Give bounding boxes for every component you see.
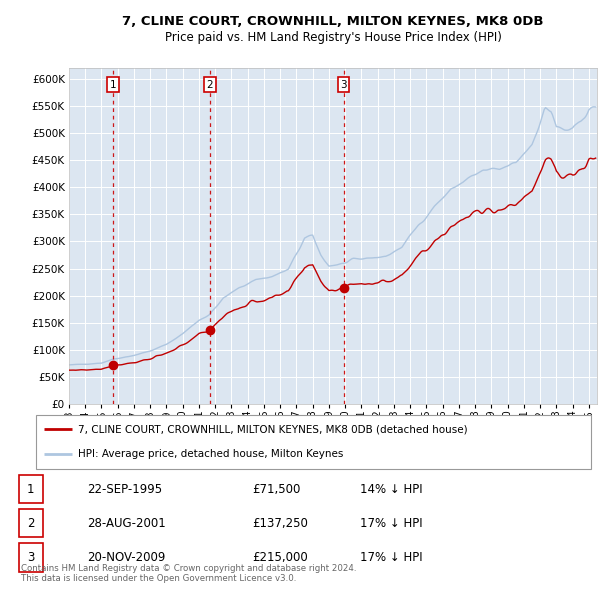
Text: £215,000: £215,000: [252, 551, 308, 564]
Text: Contains HM Land Registry data © Crown copyright and database right 2024.
This d: Contains HM Land Registry data © Crown c…: [21, 563, 356, 583]
Text: 1: 1: [110, 80, 116, 90]
Text: Price paid vs. HM Land Registry's House Price Index (HPI): Price paid vs. HM Land Registry's House …: [164, 31, 502, 44]
Text: 2: 2: [206, 80, 213, 90]
Text: 20-NOV-2009: 20-NOV-2009: [87, 551, 166, 564]
Text: £137,250: £137,250: [252, 517, 308, 530]
Text: 7, CLINE COURT, CROWNHILL, MILTON KEYNES, MK8 0DB: 7, CLINE COURT, CROWNHILL, MILTON KEYNES…: [122, 15, 544, 28]
Text: £71,500: £71,500: [252, 483, 301, 496]
Text: 7, CLINE COURT, CROWNHILL, MILTON KEYNES, MK8 0DB (detached house): 7, CLINE COURT, CROWNHILL, MILTON KEYNES…: [77, 424, 467, 434]
Text: 1: 1: [27, 483, 35, 496]
Text: 17% ↓ HPI: 17% ↓ HPI: [360, 551, 422, 564]
Text: 14% ↓ HPI: 14% ↓ HPI: [360, 483, 422, 496]
Text: 2: 2: [27, 517, 35, 530]
Text: 28-AUG-2001: 28-AUG-2001: [87, 517, 166, 530]
Text: 17% ↓ HPI: 17% ↓ HPI: [360, 517, 422, 530]
Text: 3: 3: [27, 551, 35, 564]
Text: 3: 3: [340, 80, 347, 90]
Text: HPI: Average price, detached house, Milton Keynes: HPI: Average price, detached house, Milt…: [77, 450, 343, 460]
Text: 22-SEP-1995: 22-SEP-1995: [87, 483, 162, 496]
